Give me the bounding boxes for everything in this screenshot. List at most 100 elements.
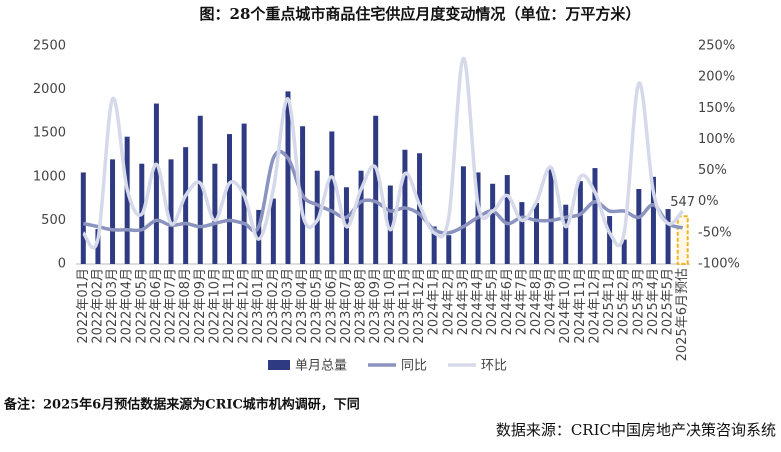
x-tick-label: 2024年3月 (456, 268, 471, 335)
x-tick-label: 2023年10月 (383, 268, 398, 344)
x-tick-label: 2022年01月 (76, 268, 91, 344)
x-tick-label: 2023年06月 (324, 268, 339, 344)
x-tick-label: 2023年01月 (251, 268, 266, 344)
y2-tick-label: 150% (698, 101, 735, 116)
x-tick-label: 2022年10月 (207, 268, 222, 344)
x-tick-label: 2024年10月 (558, 268, 573, 344)
bar (504, 175, 510, 264)
bar (153, 103, 159, 264)
x-tick-label: 2023年11月 (397, 268, 412, 344)
y-tick-label: 500 (41, 213, 66, 228)
note: 备注：2025年6月预估数据来源为CRIC城市机构调研，下同 (3, 397, 360, 413)
y2-tick-label: 0% (698, 194, 719, 209)
bar (183, 147, 189, 264)
x-tick-label: 2022年09月 (193, 268, 208, 344)
bar (212, 163, 218, 264)
bar (446, 235, 452, 264)
bar (285, 91, 291, 265)
bar (168, 159, 174, 264)
x-tick-label: 2023年04月 (295, 268, 310, 344)
y-tick-label: 1000 (33, 169, 66, 184)
bar (358, 170, 364, 264)
x-tick-label: 2025年6月预估 (675, 268, 690, 361)
data-label: 547 (670, 195, 695, 210)
bar (373, 115, 379, 264)
bar (548, 168, 554, 264)
x-tick-label: 2023年09月 (368, 268, 383, 344)
x-tick-label: 2022年07月 (164, 268, 179, 344)
x-tick-label: 2024年4月 (471, 268, 486, 335)
x-tick-label: 2024年7月 (514, 268, 529, 335)
bar (95, 229, 101, 264)
x-tick-label: 2025年3月 (631, 268, 646, 335)
legend-label: 环比 (481, 359, 507, 374)
y2-tick-label: 200% (698, 70, 735, 85)
bar (110, 159, 116, 264)
x-tick-label: 2023年03月 (280, 268, 295, 344)
bar (197, 115, 203, 264)
x-tick-label: 2024年1月 (427, 268, 442, 335)
bar (431, 226, 437, 264)
x-tick-label: 2025年2月 (617, 268, 632, 335)
bar (592, 168, 598, 264)
bar (80, 172, 86, 264)
bar (577, 181, 583, 264)
bar (621, 239, 627, 264)
x-tick-label: 2022年12月 (237, 268, 252, 344)
bar (387, 185, 393, 264)
x-tick-label: 2024年6月 (500, 268, 515, 335)
legend-label: 同比 (401, 359, 427, 374)
line (81, 56, 684, 250)
y-tick-label: 1500 (33, 126, 66, 141)
bar (650, 176, 656, 264)
y-tick-label: 2000 (33, 82, 66, 97)
bar (519, 202, 525, 264)
legend-label: 单月总量 (295, 359, 347, 374)
bar (256, 209, 262, 264)
bar (329, 131, 335, 264)
x-tick-label: 2022年05月 (134, 268, 149, 344)
bar (563, 204, 569, 264)
x-tick-label: 2023年05月 (310, 268, 325, 344)
y-tick-label: 0 (58, 257, 66, 272)
x-tick-label: 2024年8月 (529, 268, 544, 335)
x-tick-label: 2022年08月 (178, 268, 193, 344)
x-tick-label: 2025年1月 (602, 268, 617, 335)
x-tick-label: 2023年07月 (339, 268, 354, 344)
x-tick-label: 2025年4月 (646, 268, 661, 335)
x-tick-label: 2022年06月 (149, 268, 164, 344)
x-tick-label: 2025年5月 (661, 268, 676, 335)
forecast-bar (676, 215, 689, 266)
x-tick-label: 2022年03月 (105, 268, 120, 344)
bar (607, 216, 613, 264)
y2-tick-label: 250% (698, 39, 735, 54)
bar (665, 209, 671, 264)
bar (490, 183, 496, 264)
x-tick-label: 2024年12月 (587, 268, 602, 344)
x-tick-label: 2023年08月 (354, 268, 369, 344)
line (82, 149, 684, 235)
chart-title: 图：28个重点城市商品住宅供应月度变动情况（单位：万平方米） (200, 5, 641, 23)
bar (460, 166, 466, 264)
x-tick-label: 2022年02月 (90, 268, 105, 344)
x-tick-label: 2024年5月 (485, 268, 500, 335)
x-tick-label: 2023年12月 (412, 268, 427, 344)
source: 数据来源：CRIC中国房地产决策咨询系统 (496, 421, 776, 439)
x-tick-label: 2024年2月 (441, 268, 456, 335)
x-tick-label: 2023年02月 (266, 268, 281, 344)
x-tick-label: 2022年11月 (222, 268, 237, 344)
y2-tick-label: -100% (698, 257, 740, 272)
y2-tick-label: 100% (698, 132, 735, 147)
bar (636, 189, 642, 264)
bar (227, 134, 232, 264)
y2-tick-label: -50% (698, 225, 732, 240)
y2-tick-label: 50% (698, 163, 727, 178)
legend-swatch (268, 360, 290, 370)
x-tick-label: 2024年11月 (573, 268, 588, 344)
bar (124, 136, 130, 264)
bar (270, 198, 276, 264)
x-tick-label: 2022年04月 (120, 268, 135, 344)
y-tick-label: 2500 (33, 39, 66, 54)
x-tick-label: 2024年9月 (544, 268, 559, 335)
